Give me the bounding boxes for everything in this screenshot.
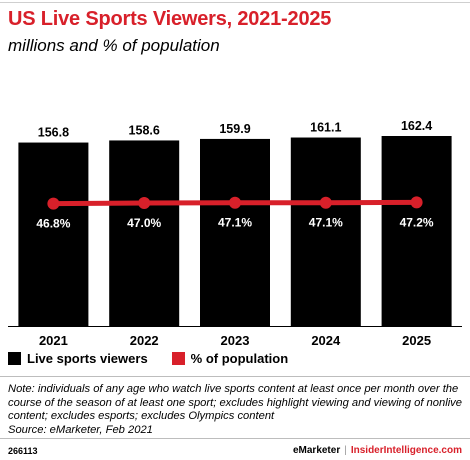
note-divider xyxy=(0,376,470,377)
legend-swatch-population xyxy=(171,352,185,365)
line-point xyxy=(319,196,332,209)
line-value-label: 47.0% xyxy=(127,216,161,230)
brand-separator: | xyxy=(344,445,347,456)
brand-name: eMarketer xyxy=(292,445,341,456)
brand-site-link[interactable]: InsiderIntelligence.com xyxy=(350,445,462,456)
line-point xyxy=(47,197,60,210)
footer-divider xyxy=(0,438,470,439)
note-source: Source: eMarketer, Feb 2021 xyxy=(8,423,153,436)
bar xyxy=(18,142,89,326)
x-tick-label: 2024 xyxy=(311,333,341,348)
chart-area: 156.8 2021 158.6 2022 159.9 2023 161.1 2024 162.… xyxy=(8,119,462,348)
line-point xyxy=(138,197,151,209)
bar xyxy=(109,140,180,326)
legend: Live sports viewers % of population xyxy=(8,351,312,366)
bar xyxy=(200,138,270,326)
line-point xyxy=(229,196,241,209)
legend-item-population: % of population xyxy=(171,351,289,366)
footer-brand: eMarketer | InsiderIntelligence.com xyxy=(293,445,462,456)
legend-label-population: % of population xyxy=(190,351,289,366)
line-value-label: 46.8% xyxy=(36,217,70,231)
legend-item-viewers: Live sports viewers xyxy=(8,351,148,366)
line-value-label: 47.1% xyxy=(309,216,343,230)
x-tick-label: 2025 xyxy=(402,333,431,348)
note-text: Note: individuals of any age who watch l… xyxy=(8,383,462,423)
line-value-label: 47.2% xyxy=(400,215,434,229)
bar-value-label: 161.1 xyxy=(310,121,341,135)
chart-note: Note: individuals of any age who watch l… xyxy=(8,383,463,437)
bar xyxy=(290,137,361,326)
x-tick-label: 2021 xyxy=(39,333,68,348)
chart-subtitle: millions and % of population xyxy=(8,36,220,55)
x-tick-label: 2023 xyxy=(221,333,250,348)
line-value-label: 47.1% xyxy=(218,216,252,230)
bar xyxy=(381,136,452,326)
line-point xyxy=(410,196,423,209)
x-tick-label: 2022 xyxy=(130,333,159,348)
legend-label-viewers: Live sports viewers xyxy=(27,351,148,366)
bar-value-label: 158.6 xyxy=(129,123,160,137)
legend-swatch-viewers xyxy=(8,352,21,365)
bar-value-label: 159.9 xyxy=(219,122,250,136)
bar-value-label: 162.4 xyxy=(401,119,432,133)
chart-title: US Live Sports Viewers, 2021-2025 xyxy=(8,8,332,30)
top-rule xyxy=(0,2,470,3)
bar-value-label: 156.8 xyxy=(38,126,69,140)
chart-id: 266113 xyxy=(8,446,38,456)
